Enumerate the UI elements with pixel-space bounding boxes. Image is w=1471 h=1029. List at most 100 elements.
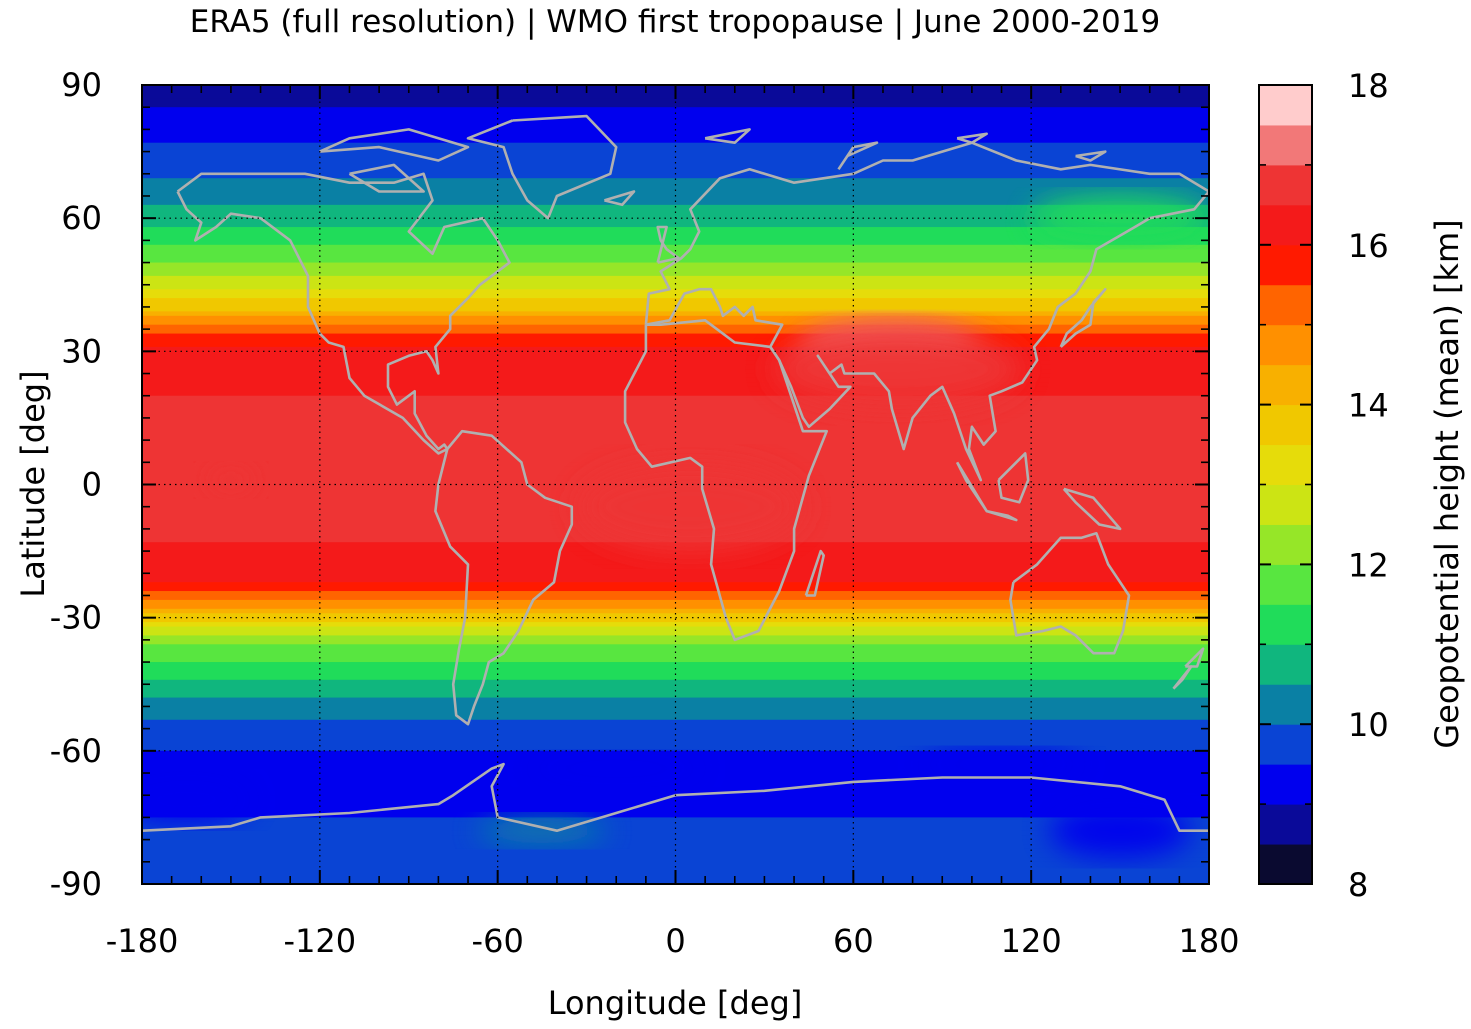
height-band: [142, 400, 1209, 406]
height-band: [142, 235, 1209, 241]
height-band: [142, 111, 1209, 117]
x-tick-label: 0: [665, 922, 685, 960]
height-band: [142, 404, 1209, 410]
height-band: [142, 684, 1209, 690]
height-band: [142, 679, 1209, 685]
height-band: [142, 249, 1209, 255]
y-tick-label: -60: [50, 732, 102, 770]
anomaly-blob: [773, 329, 1023, 410]
height-band: [142, 364, 1209, 370]
anomaly-blob: [577, 462, 803, 552]
colorbar-swatch: [1259, 364, 1312, 406]
height-band: [142, 262, 1209, 268]
height-band: [142, 861, 1209, 867]
height-band: [142, 147, 1209, 153]
height-band: [142, 639, 1209, 645]
coastline: [644, 141, 1209, 482]
height-band: [142, 151, 1209, 157]
colorbar-swatch: [1259, 604, 1312, 645]
x-tick-label: -120: [284, 922, 357, 960]
colorbar-swatch: [1259, 164, 1312, 206]
colorbar-title: Geopotential height (mean) [km]: [1428, 219, 1466, 748]
height-band: [142, 608, 1209, 614]
coastlines: [142, 114, 1209, 832]
height-band: [142, 444, 1209, 450]
height-band: [142, 777, 1209, 783]
height-band: [142, 266, 1209, 273]
colorbar-swatch: [1259, 444, 1312, 485]
height-band: [142, 568, 1209, 574]
height-band: [142, 195, 1209, 202]
height-band: [142, 227, 1209, 233]
height-band: [142, 244, 1209, 250]
x-axis-title: Longitude [deg]: [548, 984, 803, 1022]
height-band: [142, 98, 1209, 104]
colorbar-tick-label: 10: [1348, 706, 1389, 744]
coastline: [348, 163, 425, 193]
x-tick-label: 180: [1178, 922, 1239, 960]
height-band: [142, 289, 1209, 295]
height-band: [142, 799, 1209, 805]
coastline: [1172, 665, 1193, 690]
height-band: [142, 733, 1209, 739]
height-band: [142, 351, 1209, 357]
colorbar-swatch: [1259, 204, 1312, 246]
colorbar-swatch: [1259, 564, 1312, 605]
height-band: [142, 648, 1209, 654]
coastline: [956, 132, 988, 144]
height-band: [142, 670, 1209, 676]
height-band: [142, 329, 1209, 335]
height-band: [142, 617, 1209, 623]
height-band: [142, 355, 1209, 361]
colorbar-tick-label: 8: [1348, 866, 1368, 904]
axes: -180 -120 -60 0 60 120 180 90 60 30 0 -30 -60 -90: [50, 66, 1240, 960]
height-band: [142, 657, 1209, 663]
height-band: [142, 156, 1209, 162]
y-tick-label: 0: [82, 466, 102, 504]
height-band: [142, 129, 1209, 135]
y-axis-title: Latitude [deg]: [14, 370, 52, 597]
height-band: [142, 724, 1209, 730]
colorbar-swatch: [1259, 324, 1312, 366]
chart-title: ERA5 (full resolution) | WMO first tropo…: [190, 4, 1160, 40]
regional-anomalies: [142, 195, 1209, 858]
anomaly-blob: [1031, 195, 1209, 241]
coastline: [319, 128, 470, 162]
height-band: [142, 697, 1209, 703]
x-tick-label: 60: [833, 922, 874, 960]
y-tick-label: 90: [61, 66, 102, 104]
colorbar-tick-label: 12: [1348, 546, 1389, 584]
height-band: [142, 240, 1209, 246]
height-band: [142, 191, 1209, 197]
height-band: [142, 102, 1209, 108]
colorbar-swatch: [1259, 85, 1312, 126]
height-band: [142, 755, 1209, 761]
height-band: [142, 635, 1209, 641]
height-band: [142, 120, 1209, 126]
height-band: [142, 821, 1209, 827]
height-band: [142, 280, 1209, 286]
coastline: [837, 141, 879, 171]
height-band: [142, 564, 1209, 570]
colorbar: 18 16 14 12 10 8: [1258, 67, 1389, 904]
height-band: [142, 431, 1209, 437]
x-tick-label: 120: [1001, 922, 1062, 960]
height-band: [142, 284, 1209, 290]
height-band: [142, 812, 1209, 819]
height-band: [142, 559, 1209, 565]
height-band: [142, 377, 1209, 384]
coastline: [804, 549, 825, 597]
height-band: [142, 338, 1209, 344]
x-tick-label: -60: [472, 922, 524, 960]
height-band: [142, 790, 1209, 796]
height-band: [142, 795, 1209, 801]
height-band: [142, 453, 1209, 459]
height-band: [142, 582, 1209, 588]
height-band: [142, 613, 1209, 619]
height-band: [142, 626, 1209, 632]
height-band: [142, 675, 1209, 681]
height-band: [142, 586, 1209, 592]
height-band: [142, 417, 1209, 423]
colorbar-swatch: [1259, 844, 1312, 885]
